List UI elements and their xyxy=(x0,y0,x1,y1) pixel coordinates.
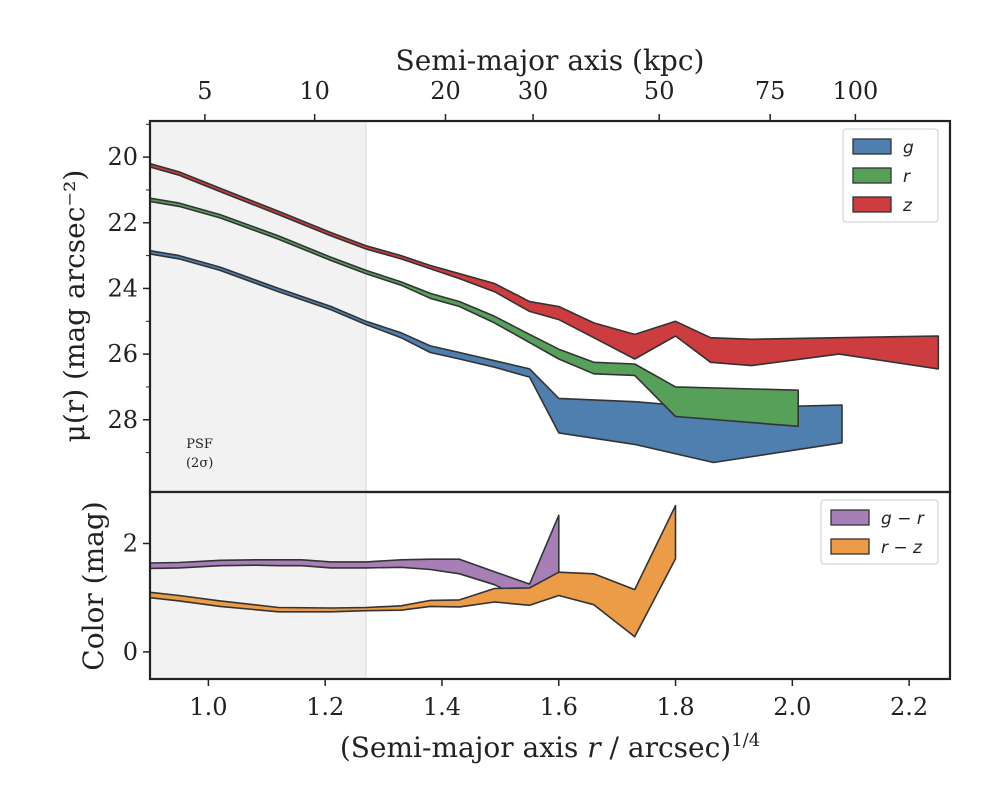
x-axis-title-rest: / arcsec) xyxy=(601,731,732,764)
color-ytick-label-1: 2 xyxy=(123,529,138,557)
color-xtick-label-4: 1.8 xyxy=(656,693,694,721)
sb-legend-label-2: z xyxy=(902,196,913,216)
sb-toptick-label-3: 30 xyxy=(518,77,549,105)
color-ytick-label-0: 0 xyxy=(123,638,138,666)
sb-band-1 xyxy=(149,197,800,428)
color-legend-label-1: r − z xyxy=(881,538,923,558)
sb-toptick-label-4: 50 xyxy=(644,77,675,105)
top-panel-y-axis-title: μ(r) (mag arcsec⁻²) xyxy=(58,170,91,443)
x-axis-title-exponent: 1/4 xyxy=(731,730,760,751)
sb-toptick-label-6: 100 xyxy=(832,77,878,105)
sb-psf-label-1: (2σ) xyxy=(186,456,213,471)
sb-band-2 xyxy=(149,162,940,370)
sb-ytick-label-0: 20 xyxy=(107,143,138,171)
x-axis-title-main: (Semi-major axis xyxy=(340,731,587,764)
sb-toptick-label-0: 5 xyxy=(197,77,212,105)
color-panel: 0 2 1.0 1.2 1.4 1.6 1.8 2.0 2.2 g − r r − z xyxy=(123,490,952,721)
color-xtick-label-2: 1.4 xyxy=(423,693,461,721)
sb-legend-swatch-2 xyxy=(852,196,892,213)
surface-brightness-panel: 20 22 24 26 28 5 10 20 30 50 75 100 grz PSF (2σ) xyxy=(107,77,952,494)
color-frame xyxy=(148,490,952,681)
color-xtick-label-1: 1.2 xyxy=(306,693,344,721)
color-legend-swatch-0 xyxy=(830,509,870,526)
sb-legend-swatch-1 xyxy=(852,167,892,184)
sb-legend-swatch-0 xyxy=(852,138,892,155)
bottom-panel-y-axis-title: Color (mag) xyxy=(77,501,110,670)
sb-toptick-label-1: 10 xyxy=(299,77,330,105)
color-legend-swatch-1 xyxy=(830,538,870,555)
sb-ytick-label-2: 24 xyxy=(107,274,138,302)
color-xtick-label-0: 1.0 xyxy=(189,693,227,721)
color-xtick-label-5: 2.0 xyxy=(773,693,811,721)
color-xtick-label-6: 2.2 xyxy=(890,693,928,721)
sb-legend-label-0: g xyxy=(903,138,914,158)
sb-ytick-label-4: 28 xyxy=(107,406,138,434)
color-legend-label-0: g − r xyxy=(881,509,925,529)
sb-toptick-label-2: 20 xyxy=(430,77,461,105)
color-psf-region xyxy=(150,492,367,679)
x-axis-title: (Semi-major axis r / arcsec)1/4 xyxy=(340,730,760,764)
sb-ytick-label-1: 22 xyxy=(107,209,138,237)
x-axis-title-italic: r xyxy=(587,731,602,764)
sb-legend-label-1: r xyxy=(903,167,911,187)
sb-psf-label-0: PSF xyxy=(186,437,213,452)
sb-toptick-label-5: 75 xyxy=(755,77,786,105)
color-band-1 xyxy=(149,504,677,638)
color-xtick-label-3: 1.6 xyxy=(540,693,578,721)
sb-ytick-label-3: 26 xyxy=(107,340,138,368)
top-axis-title: Semi-major axis (kpc) xyxy=(396,44,705,77)
